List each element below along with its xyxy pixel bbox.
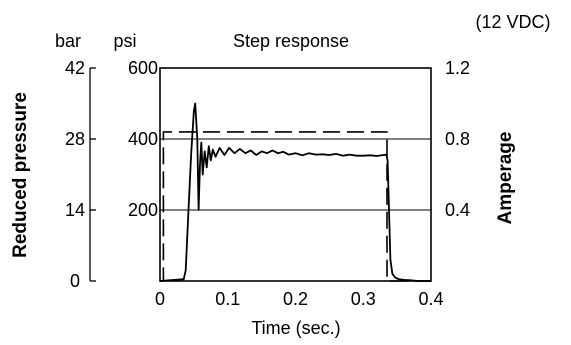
x-tick-label: 0 bbox=[155, 289, 165, 309]
unit-label-vdc: (12 VDC) bbox=[475, 12, 550, 32]
x-tick-label: 0.3 bbox=[351, 289, 376, 309]
y-axis-label-right: Amperage bbox=[495, 132, 516, 225]
axes bbox=[89, 67, 96, 282]
chart-title: Step response bbox=[233, 31, 349, 51]
psi-tick-label: 600 bbox=[128, 58, 158, 78]
amperage-series-line bbox=[160, 131, 431, 282]
x-tick-label: 0.1 bbox=[215, 289, 240, 309]
amperage-tick-label: 1.2 bbox=[445, 58, 470, 78]
psi-tick-label: 400 bbox=[128, 129, 158, 149]
bar-tick-label: 14 bbox=[65, 200, 85, 220]
x-tick-label: 0.2 bbox=[283, 289, 308, 309]
series-group bbox=[159, 102, 431, 282]
bar-tick-label: 28 bbox=[65, 129, 85, 149]
tick-labels: 0 14 28 42 200 400 600 0.4 0.8 1.2 0 0.1 0.2 0.3 0.4 bbox=[65, 58, 470, 309]
bar-tick-label: 0 bbox=[70, 271, 80, 291]
amperage-tick-label: 0.4 bbox=[445, 200, 470, 220]
amperage-tick-label: 0.8 bbox=[445, 129, 470, 149]
psi-tick-label: 200 bbox=[128, 200, 158, 220]
bar-tick-label: 42 bbox=[65, 58, 85, 78]
unit-label-bar: bar bbox=[55, 31, 81, 51]
unit-label-psi: psi bbox=[113, 31, 136, 51]
pressure-series-line bbox=[159, 102, 431, 282]
x-tick-label: 0.4 bbox=[418, 289, 443, 309]
grid bbox=[160, 67, 431, 211]
y-axis-label-left: Reduced pressure bbox=[10, 92, 31, 258]
x-axis-label: Time (sec.) bbox=[251, 318, 340, 338]
